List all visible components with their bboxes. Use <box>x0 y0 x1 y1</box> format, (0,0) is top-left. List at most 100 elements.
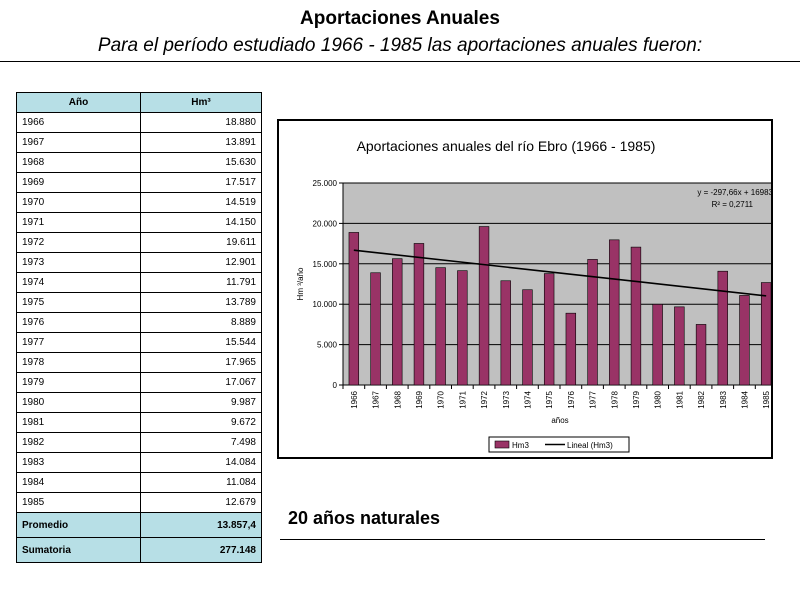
cell-hm3: 9.672 <box>140 412 262 433</box>
cell-year: 1985 <box>16 492 141 513</box>
bar <box>739 295 750 386</box>
cell-year: 1977 <box>16 332 141 353</box>
cell-hm3: 9.987 <box>140 392 262 413</box>
cell-hm3: 13.789 <box>140 292 262 313</box>
x-tick-label: 1984 <box>740 390 749 408</box>
summary-value: 13.857,4 <box>140 512 262 538</box>
plot-area <box>342 182 771 386</box>
y-axis-label: Hm ³/año <box>296 267 305 300</box>
summary-row: Sumatoria 277.148 <box>16 537 262 563</box>
cell-hm3: 12.679 <box>140 492 262 513</box>
table-row: 1967 13.891 <box>16 132 262 153</box>
bar <box>370 272 381 386</box>
bar-chart: Aportaciones anuales del río Ebro (1966 … <box>296 138 771 453</box>
bar <box>609 239 620 386</box>
x-tick-label: 1981 <box>675 390 684 408</box>
bar <box>674 306 685 386</box>
legend-label-bars: Hm3 <box>512 441 529 450</box>
cell-year: 1976 <box>16 312 141 333</box>
table-row: 1974 11.791 <box>16 272 262 293</box>
cell-year: 1969 <box>16 172 141 193</box>
cell-year: 1975 <box>16 292 141 313</box>
cell-hm3: 19.611 <box>140 232 262 253</box>
trendline-equation: y = -297,66x + 16983 <box>697 188 771 197</box>
chart-title: Aportaciones anuales del río Ebro (1966 … <box>357 138 656 154</box>
table-row: 1975 13.789 <box>16 292 262 313</box>
bar <box>500 280 511 386</box>
bar <box>760 282 771 386</box>
table-row: 1981 9.672 <box>16 412 262 433</box>
y-tick-label: 20.000 <box>313 219 338 228</box>
bar <box>522 289 533 386</box>
x-tick-label: 1976 <box>567 390 576 408</box>
cell-hm3: 14.519 <box>140 192 262 213</box>
table-row: 1983 14.084 <box>16 452 262 473</box>
trendline-r-squared: R² = 0,2711 <box>712 200 754 209</box>
x-tick-label: 1969 <box>415 390 424 408</box>
summary-label: Sumatoria <box>16 537 141 563</box>
trendline <box>353 249 767 297</box>
cell-year: 1967 <box>16 132 141 153</box>
cell-year: 1982 <box>16 432 141 453</box>
bar <box>413 243 425 386</box>
column-header-year: Año <box>16 92 141 113</box>
x-tick-label: 1978 <box>610 390 619 408</box>
cell-year: 1971 <box>16 212 141 233</box>
footnote-text: 20 años naturales <box>288 508 441 528</box>
y-tick-label: 0 <box>333 381 338 390</box>
table-row: 1982 7.498 <box>16 432 262 453</box>
cell-hm3: 13.891 <box>140 132 262 153</box>
cell-hm3: 8.889 <box>140 312 262 333</box>
page-subtitle: Para el período estudiado 1966 - 1985 la… <box>97 35 703 56</box>
bar <box>543 273 555 386</box>
cell-year: 1972 <box>16 232 141 253</box>
table-body: 1966 18.880 1967 13.891 1968 15.630 1969 17.517… <box>16 112 262 563</box>
cell-hm3: 11.084 <box>140 472 262 493</box>
x-axis-label: años <box>551 416 568 425</box>
cell-year: 1970 <box>16 192 141 213</box>
x-tick-label: 1968 <box>393 390 402 408</box>
x-tick-label: 1974 <box>523 390 532 408</box>
cell-year: 1979 <box>16 372 141 393</box>
x-tick-label: 1975 <box>545 390 554 408</box>
cell-hm3: 17.067 <box>140 372 262 393</box>
cell-hm3: 17.517 <box>140 172 262 193</box>
bar <box>478 226 490 386</box>
y-tick-label: 15.000 <box>313 260 338 269</box>
bar <box>348 232 360 386</box>
x-tick-label: 1983 <box>719 390 728 408</box>
x-tick-label: 1970 <box>437 390 446 408</box>
table-row: 1979 17.067 <box>16 372 262 393</box>
cell-year: 1980 <box>16 392 141 413</box>
cell-year: 1973 <box>16 252 141 273</box>
cell-hm3: 15.630 <box>140 152 262 173</box>
cell-hm3: 11.791 <box>140 272 262 293</box>
legend-swatch-bars <box>494 440 510 449</box>
bar <box>652 304 663 386</box>
table-row: 1980 9.987 <box>16 392 262 413</box>
x-tick-label: 1985 <box>762 390 771 408</box>
table-row: 1966 18.880 <box>16 112 262 133</box>
summary-row: Promedio 13.857,4 <box>16 512 262 538</box>
table-row: 1968 15.630 <box>16 152 262 173</box>
bar <box>435 267 446 386</box>
table-header-row: Año Hm³ <box>16 92 262 113</box>
cell-hm3: 17.965 <box>140 352 262 373</box>
cell-year: 1978 <box>16 352 141 373</box>
bar <box>392 258 403 386</box>
table-row: 1976 8.889 <box>16 312 262 333</box>
cell-hm3: 14.084 <box>140 452 262 473</box>
x-tick-label: 1967 <box>372 390 381 408</box>
cell-year: 1974 <box>16 272 141 293</box>
bar <box>717 270 728 386</box>
cell-hm3: 14.150 <box>140 212 262 233</box>
legend-label-trendline: Lineal (Hm3) <box>567 441 613 450</box>
x-tick-label: 1979 <box>632 390 641 408</box>
y-tick-label: 10.000 <box>313 300 338 309</box>
bar <box>695 324 707 386</box>
bar <box>565 312 577 386</box>
page-title: Aportaciones Anuales <box>300 8 500 29</box>
table-row: 1985 12.679 <box>16 492 262 513</box>
cell-hm3: 12.901 <box>140 252 262 273</box>
y-tick-label: 25.000 <box>313 179 338 188</box>
